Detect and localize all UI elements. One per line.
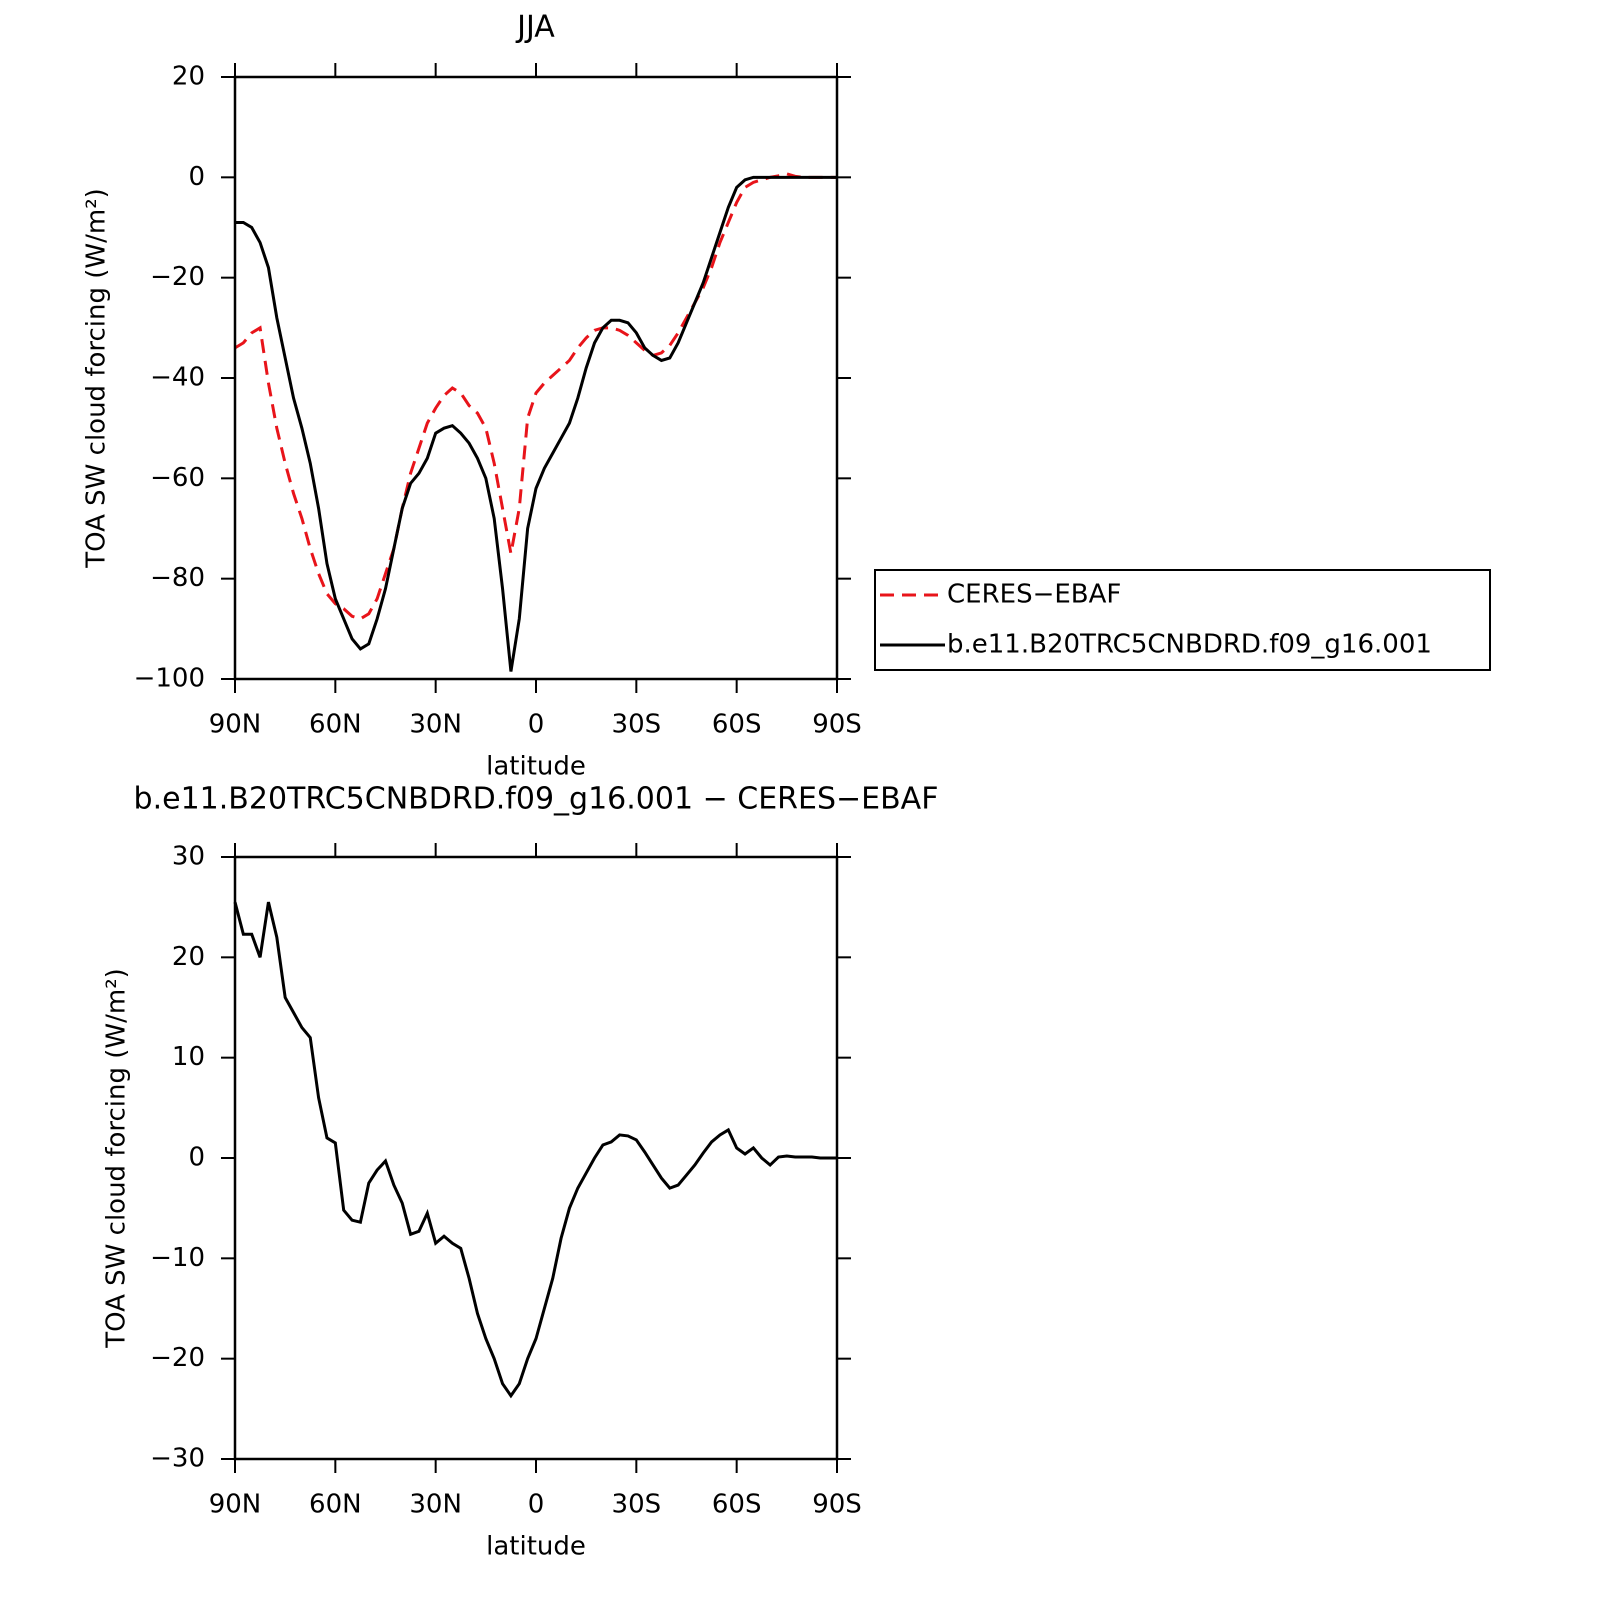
- x-axis-label: latitude: [486, 752, 586, 782]
- y-tick-label: 10: [172, 1042, 205, 1072]
- series-line: [234, 172, 837, 621]
- legend-label: b.e11.B20TRC5CNBDRD.f09_g16.001: [947, 630, 1432, 660]
- y-axis-label: TOA SW cloud forcing (W/m²): [102, 968, 132, 1349]
- y-tick-label: 30: [172, 842, 205, 872]
- y-tick-label: −10: [150, 1243, 205, 1273]
- x-tick-label: 60S: [712, 1490, 762, 1520]
- x-tick-label: 90S: [812, 1490, 862, 1520]
- legend-label: CERES−EBAF: [947, 580, 1121, 610]
- x-tick-label: 30S: [612, 710, 662, 740]
- y-axis-label: TOA SW cloud forcing (W/m²): [82, 188, 112, 569]
- y-tick-label: −80: [150, 563, 205, 593]
- x-tick-label: 30N: [409, 710, 462, 740]
- y-tick-label: 20: [172, 942, 205, 972]
- chart-title: JJA: [515, 10, 555, 45]
- x-axis-label: latitude: [486, 1532, 586, 1562]
- y-tick-label: 0: [188, 162, 205, 192]
- y-tick-label: −30: [150, 1444, 205, 1474]
- y-tick-label: −20: [150, 262, 205, 292]
- x-tick-label: 60N: [309, 710, 362, 740]
- legend-box: [874, 569, 1491, 671]
- series-line: [235, 175, 837, 672]
- x-tick-label: 90S: [812, 710, 862, 740]
- x-tick-label: 0: [528, 710, 545, 740]
- series-line: [233, 901, 837, 1399]
- y-tick-label: −20: [150, 1343, 205, 1373]
- x-tick-label: 60S: [712, 710, 762, 740]
- x-tick-label: 90N: [209, 1490, 262, 1520]
- plot-frame: [233, 75, 839, 681]
- x-tick-label: 30N: [409, 1490, 462, 1520]
- chart-title: b.e11.B20TRC5CNBDRD.f09_g16.001 − CERES−…: [134, 782, 939, 817]
- y-tick-label: 20: [172, 62, 205, 92]
- y-tick-label: −40: [150, 363, 205, 393]
- x-tick-label: 90N: [209, 710, 262, 740]
- y-tick-label: −60: [150, 463, 205, 493]
- y-tick-label: −100: [134, 664, 205, 694]
- x-tick-label: 30S: [612, 1490, 662, 1520]
- x-tick-label: 60N: [309, 1490, 362, 1520]
- x-tick-label: 0: [528, 1490, 545, 1520]
- plot-frame: [233, 855, 839, 1461]
- y-tick-label: 0: [188, 1143, 205, 1173]
